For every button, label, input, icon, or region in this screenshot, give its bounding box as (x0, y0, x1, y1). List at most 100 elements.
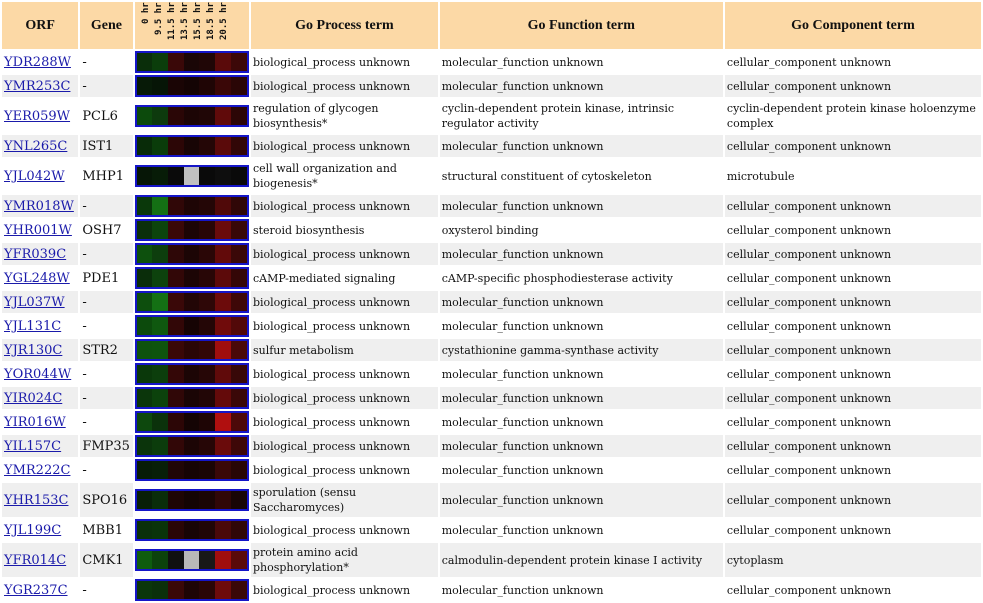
expression-heatmap[interactable] (134, 75, 249, 97)
function-term-cell: molecular_function unknown (439, 195, 723, 217)
heatmap-square (230, 269, 247, 287)
heatmap-square (215, 581, 231, 599)
table-row: YDR288W - biological_process unknown molecu… (2, 51, 981, 73)
table-row: YNL265C IST1 biological_process unknown mol… (2, 135, 981, 157)
gene-cell: CMK1 (80, 543, 133, 577)
heatmap-square (152, 77, 168, 95)
expression-heatmap[interactable] (134, 435, 249, 457)
orf-link[interactable]: YGR237C (4, 582, 68, 598)
orf-cell: YHR001W (2, 219, 79, 241)
heatmap-square (136, 221, 153, 239)
header-row: ORF Gene 0 hr 9.5 hr 11.5 hr 13.5 hr 15.5 hr… (2, 2, 981, 49)
function-term-cell: molecular_function unknown (439, 243, 723, 265)
orf-link[interactable]: YHR001W (4, 222, 72, 238)
expression-heatmap-cell (134, 387, 249, 409)
expression-heatmap[interactable] (134, 243, 249, 265)
time-point-label: 13.5 hr (179, 2, 190, 40)
expression-heatmap[interactable] (134, 165, 249, 187)
orf-link[interactable]: YGL248W (4, 270, 70, 286)
table-row: YJL037W - biological_process unknown molecu… (2, 291, 981, 313)
orf-link[interactable]: YJL037W (4, 294, 65, 310)
table-row: YOR044W - biological_process unknown molecu… (2, 363, 981, 385)
heatmap-square (136, 491, 153, 509)
expression-heatmap-cell (134, 243, 249, 265)
orf-link[interactable]: YER059W (4, 108, 71, 124)
heatmap-square (136, 107, 153, 125)
component-term-cell: cellular_component unknown (724, 267, 981, 289)
orf-link[interactable]: YIL157C (4, 438, 62, 454)
expression-heatmap[interactable] (134, 105, 249, 127)
heatmap-square (152, 365, 168, 383)
expression-heatmap[interactable] (134, 363, 249, 385)
orf-link[interactable]: YFR039C (4, 246, 67, 262)
heatmap-square (183, 521, 200, 539)
gene-cell: FMP35 (80, 435, 133, 457)
heatmap-square (230, 77, 247, 95)
heatmap-square (215, 197, 231, 215)
orf-link[interactable]: YMR222C (4, 462, 71, 478)
orf-cell: YHR153C (2, 483, 79, 517)
function-term-cell: molecular_function unknown (439, 75, 723, 97)
heatmap-square (230, 521, 247, 539)
orf-link[interactable]: YJR130C (4, 342, 63, 358)
heatmap-square (199, 107, 216, 125)
expression-heatmap[interactable] (134, 411, 249, 433)
expression-heatmap[interactable] (134, 267, 249, 289)
heatmap-square (136, 77, 153, 95)
heatmap-square (215, 413, 231, 431)
expression-heatmap[interactable] (134, 339, 249, 361)
expression-heatmap[interactable] (134, 291, 249, 313)
orf-link[interactable]: YOR044W (4, 366, 72, 382)
expression-heatmap[interactable] (134, 459, 249, 481)
heatmap-square (199, 269, 216, 287)
orf-link[interactable]: YJL131C (4, 318, 62, 334)
heatmap-square (152, 269, 168, 287)
expression-heatmap[interactable] (134, 195, 249, 217)
orf-link[interactable]: YFR014C (4, 552, 67, 568)
expression-heatmap[interactable] (134, 315, 249, 337)
orf-link[interactable]: YDR288W (4, 54, 71, 70)
table-row: YMR018W - biological_process unknown molecu… (2, 195, 981, 217)
heatmap-square (215, 137, 231, 155)
expression-heatmap[interactable] (134, 489, 249, 511)
function-term-cell: molecular_function unknown (439, 579, 723, 601)
expression-heatmap[interactable] (134, 135, 249, 157)
orf-cell: YGR237C (2, 579, 79, 601)
orf-link[interactable]: YJL042W (4, 168, 65, 184)
process-term-cell: biological_process unknown (250, 363, 438, 385)
heatmap-square (167, 293, 184, 311)
heatmap-square (183, 53, 200, 71)
orf-link[interactable]: YIR024C (4, 390, 63, 406)
process-term-cell: biological_process unknown (250, 243, 438, 265)
expression-heatmap[interactable] (134, 549, 249, 571)
heatmap-square (199, 77, 216, 95)
process-term-cell: biological_process unknown (250, 519, 438, 541)
orf-link[interactable]: YHR153C (4, 492, 69, 508)
expression-heatmap[interactable] (134, 51, 249, 73)
orf-link[interactable]: YIR016W (4, 414, 66, 430)
process-term-cell: sulfur metabolism (250, 339, 438, 361)
heatmap-square (199, 437, 216, 455)
orf-cell: YNL265C (2, 135, 79, 157)
heatmap-square (199, 341, 216, 359)
orf-link[interactable]: YNL265C (4, 138, 68, 154)
component-header: Go Component term (724, 2, 981, 49)
orf-link[interactable]: YMR253C (4, 78, 71, 94)
heatmap-square (183, 197, 200, 215)
expression-heatmap[interactable] (134, 219, 249, 241)
expression-heatmap[interactable] (134, 579, 249, 601)
component-term-cell: cellular_component unknown (724, 195, 981, 217)
heatmap-square (199, 581, 216, 599)
orf-cell: YFR039C (2, 243, 79, 265)
heatmap-square (199, 521, 216, 539)
expression-heatmap[interactable] (134, 387, 249, 409)
heatmap-square (230, 317, 247, 335)
heatmap-square (230, 53, 247, 71)
heatmap-square (167, 221, 184, 239)
expression-heatmap[interactable] (134, 519, 249, 541)
heatmap-square (183, 269, 200, 287)
orf-link[interactable]: YMR018W (4, 198, 74, 214)
orf-link[interactable]: YJL199C (4, 522, 62, 538)
heatmap-square (215, 107, 231, 125)
